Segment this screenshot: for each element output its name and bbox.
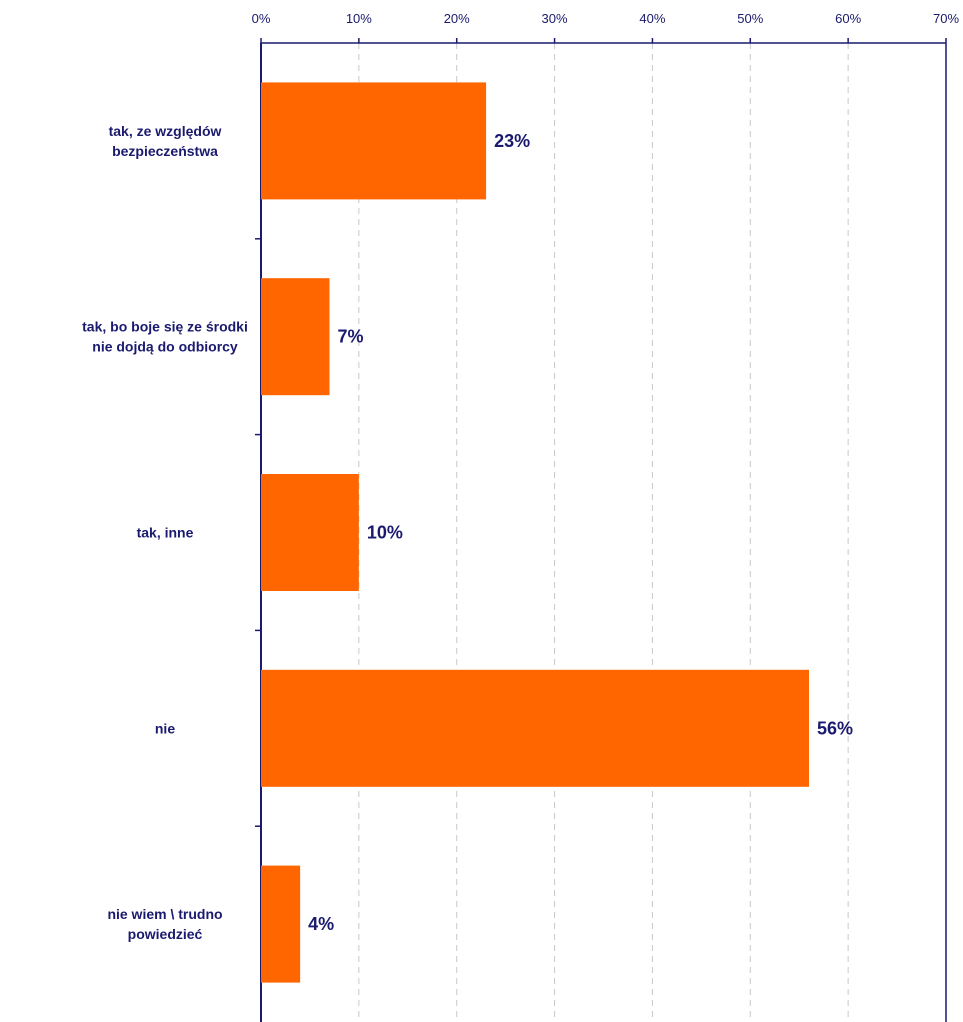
category-label-line: bezpieczeństwa [112,143,218,159]
data-label: 23% [494,131,530,151]
category-label-line: nie wiem \ trudno [107,906,222,922]
x-tick-label: 20% [444,11,470,26]
category-label-line: tak, inne [137,525,194,541]
bar [261,669,809,787]
category-label: nie [155,720,175,736]
x-tick-label: 10% [346,11,372,26]
bar [261,474,359,591]
bar [261,82,487,200]
data-label: 10% [367,523,403,543]
category-label-line: tak, ze względów [109,123,222,139]
bar [261,278,330,396]
data-label: 56% [817,718,853,738]
category-label-line: nie [155,720,175,736]
x-tick-label: 40% [639,11,665,26]
category-label: tak, bo boje się ze środki nie dojdą do o… [82,319,248,355]
x-tick-label: 0% [252,11,271,26]
category-label-line: tak, bo boje się ze środki [82,319,248,335]
category-label-line: nie dojdą do odbiorcy [92,339,238,355]
category-label: tak, inne [137,525,194,541]
x-tick-label: 30% [542,11,568,26]
category-label: nie wiem \ trudno powiedzieć [107,906,222,942]
data-label: 4% [308,914,334,934]
data-label: 7% [338,327,364,347]
x-tick-label: 60% [835,11,861,26]
category-label: tak, ze względów bezpieczeństwa [109,123,222,159]
x-tick-label: 50% [737,11,763,26]
bar [261,865,301,983]
x-tick-label: 70% [933,11,959,26]
category-label-line: powiedzieć [128,926,203,942]
